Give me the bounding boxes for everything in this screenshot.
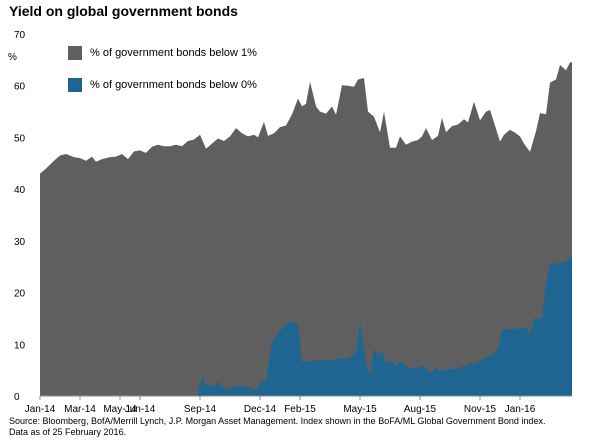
x-tick-label: Aug-15 [404,404,437,415]
x-tick-label: Nov-15 [464,404,497,415]
source-line: Source: Bloomberg, BofA/Merrill Lynch, J… [9,416,546,426]
y-tick-label: 10 [14,340,26,351]
x-tick-label: Jan-16 [505,404,536,415]
area-below-0pct [40,257,572,396]
area-below-1pct [40,62,572,397]
y-tick-label: 70 [14,30,26,41]
legend-label-below-0pct: % of government bonds below 0% [90,79,257,91]
y-axis-label: % [8,52,17,63]
y-tick-label: 20 [14,289,26,300]
source-footnote: Source: Bloomberg, BofA/Merrill Lynch, J… [9,416,594,438]
x-tick-label: Feb-15 [284,404,316,415]
x-tick-label: Jan-14 [25,404,56,415]
y-tick-label: 40 [14,185,26,196]
legend-item-below-1pct: % of government bonds below 1% [68,46,257,60]
y-tick-label: 60 [14,82,26,93]
series-areas [40,62,572,397]
x-tick-label: Mar-14 [64,404,96,415]
legend-swatch-below-0pct [68,78,82,92]
chart-title: Yield on global government bonds [9,3,238,19]
x-tick-label: Dec-14 [244,404,277,415]
x-tick-label: May-15 [343,404,377,415]
legend-label-below-1pct: % of government bonds below 1% [90,47,257,59]
x-tick-label: Jun-14 [125,404,156,415]
y-tick-label: 30 [14,237,26,248]
legend-item-below-0pct: % of government bonds below 0% [68,78,257,92]
x-tick-label: May-14 [103,404,137,415]
legend-swatch-below-1pct [68,46,82,60]
x-tick-label: Sep-14 [184,404,217,415]
data-date-line: Data as of 25 February 2016. [9,427,127,437]
y-tick-label: 50 [14,133,26,144]
y-tick-label: 0 [14,392,20,403]
